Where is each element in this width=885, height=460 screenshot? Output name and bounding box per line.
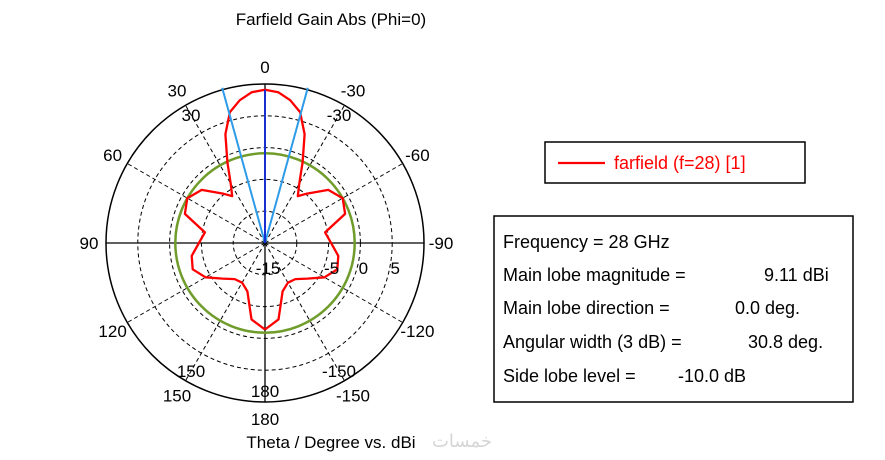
inner-angle-label: -30 bbox=[327, 106, 352, 125]
x-axis-label: Theta / Degree vs. dBi bbox=[246, 433, 415, 452]
main-lobe-direction-value: 0.0 deg. bbox=[735, 298, 800, 318]
beamwidth-line bbox=[264, 87, 309, 244]
info-box-frame bbox=[493, 215, 854, 403]
angle-label: 0 bbox=[260, 58, 269, 77]
radial-tick-label: 0 bbox=[359, 259, 368, 278]
inner-angle-label: 150 bbox=[177, 362, 205, 381]
radial-grid-line bbox=[185, 242, 266, 381]
angular-width-value: 30.8 deg. bbox=[748, 332, 823, 352]
main-lobe-direction-label: Main lobe direction = bbox=[503, 298, 670, 318]
radial-grid-line bbox=[127, 163, 266, 244]
radial-grid-line bbox=[264, 105, 345, 244]
angle-label: 30 bbox=[168, 82, 187, 101]
side-lobe-level-value: -10.0 dB bbox=[678, 366, 746, 386]
radial-tick-label: -15 bbox=[256, 259, 281, 278]
info-box: Frequency = 28 GHz Main lobe magnitude =… bbox=[493, 215, 854, 403]
frequency-text: Frequency = 28 GHz bbox=[503, 232, 670, 252]
radial-grid-line bbox=[264, 242, 345, 381]
angle-label: -90 bbox=[429, 234, 454, 253]
angle-label: 150 bbox=[163, 386, 191, 405]
angle-label: -150 bbox=[336, 386, 370, 405]
beamwidth-line bbox=[221, 87, 266, 244]
angle-label: -30 bbox=[341, 82, 366, 101]
main-lobe-magnitude-value: 9.11 dBi bbox=[764, 265, 829, 285]
angular-width-label: Angular width (3 dB) = bbox=[503, 332, 682, 352]
watermark: خمسات bbox=[432, 431, 492, 452]
angle-label: 90 bbox=[80, 234, 99, 253]
radial-grid-line bbox=[127, 242, 266, 323]
angle-label: 120 bbox=[98, 322, 126, 341]
radial-tick-label: 5 bbox=[390, 259, 399, 278]
inner-angle-label: 30 bbox=[182, 106, 201, 125]
inner-angle-label: -150 bbox=[322, 362, 356, 381]
radial-grid-line bbox=[264, 242, 403, 323]
radial-tick-label: -5 bbox=[324, 259, 339, 278]
angle-label: 60 bbox=[103, 146, 122, 165]
side-lobe-level-label: Side lobe level = bbox=[503, 366, 636, 386]
chart-title: Farfield Gain Abs (Phi=0) bbox=[236, 10, 426, 29]
inner-angle-label: 180 bbox=[251, 382, 279, 401]
radial-grid-line bbox=[264, 163, 403, 244]
angle-label: 180 bbox=[251, 410, 279, 429]
chart-marks bbox=[174, 87, 356, 334]
angle-label: -120 bbox=[400, 322, 434, 341]
main-lobe-magnitude-label: Main lobe magnitude = bbox=[503, 265, 686, 285]
legend-label: farfield (f=28) [1] bbox=[614, 153, 746, 173]
outer-circle bbox=[105, 83, 425, 403]
legend: farfield (f=28) [1] bbox=[544, 141, 806, 184]
angle-label: -60 bbox=[405, 146, 430, 165]
radial-grid-line bbox=[185, 105, 266, 244]
